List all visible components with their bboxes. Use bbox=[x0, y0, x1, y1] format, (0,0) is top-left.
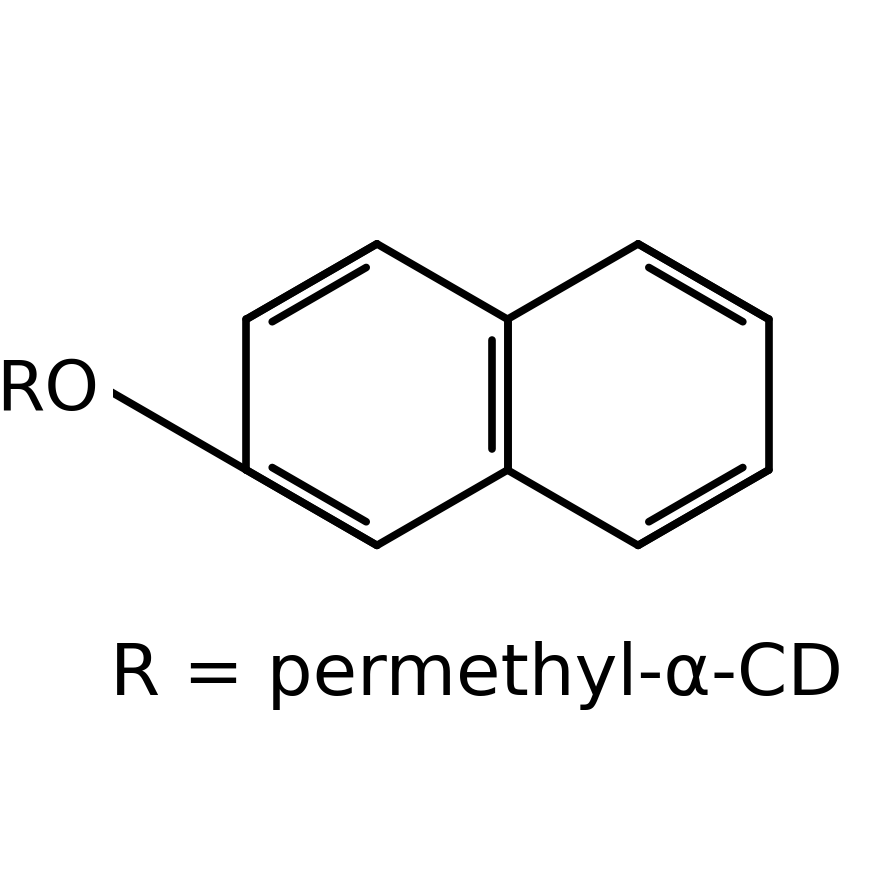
Text: RO: RO bbox=[0, 358, 99, 425]
Text: R = permethyl-α-CD: R = permethyl-α-CD bbox=[110, 641, 843, 710]
